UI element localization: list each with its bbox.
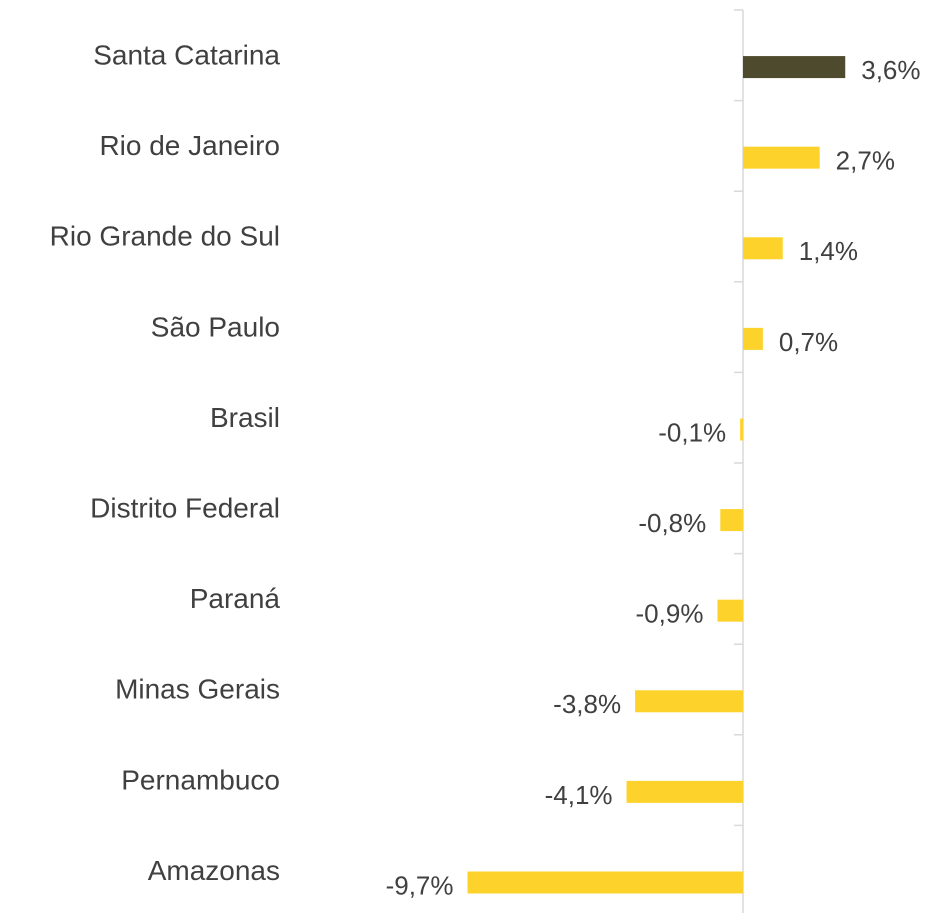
category-label: Distrito Federal bbox=[90, 493, 280, 524]
value-label: -3,8% bbox=[553, 689, 621, 719]
bar bbox=[467, 871, 743, 894]
value-label: -9,7% bbox=[386, 870, 454, 900]
value-label: -0,8% bbox=[638, 508, 706, 538]
bar bbox=[740, 418, 743, 441]
bar bbox=[626, 780, 743, 803]
category-label: Paraná bbox=[190, 583, 281, 614]
category-label: Santa Catarina bbox=[93, 40, 280, 71]
category-label: Rio Grande do Sul bbox=[50, 221, 280, 252]
bar bbox=[743, 56, 846, 79]
category-label: Amazonas bbox=[148, 855, 280, 886]
bar bbox=[743, 327, 763, 350]
category-label: Pernambuco bbox=[121, 764, 280, 795]
category-label: Minas Gerais bbox=[115, 674, 280, 705]
value-label: 0,7% bbox=[779, 327, 838, 357]
category-label: Rio de Janeiro bbox=[99, 130, 280, 161]
value-label: 3,6% bbox=[861, 55, 920, 85]
value-label: -4,1% bbox=[545, 780, 613, 810]
value-label: -0,9% bbox=[636, 599, 704, 629]
bar bbox=[720, 509, 743, 532]
category-label: São Paulo bbox=[151, 311, 280, 342]
value-label: 1,4% bbox=[799, 236, 858, 266]
value-label: -0,1% bbox=[658, 417, 726, 447]
category-label: Brasil bbox=[210, 402, 280, 433]
value-label: 2,7% bbox=[836, 146, 895, 176]
bar bbox=[743, 146, 820, 169]
bar bbox=[717, 599, 743, 622]
bar bbox=[635, 690, 743, 713]
bar bbox=[743, 237, 783, 260]
